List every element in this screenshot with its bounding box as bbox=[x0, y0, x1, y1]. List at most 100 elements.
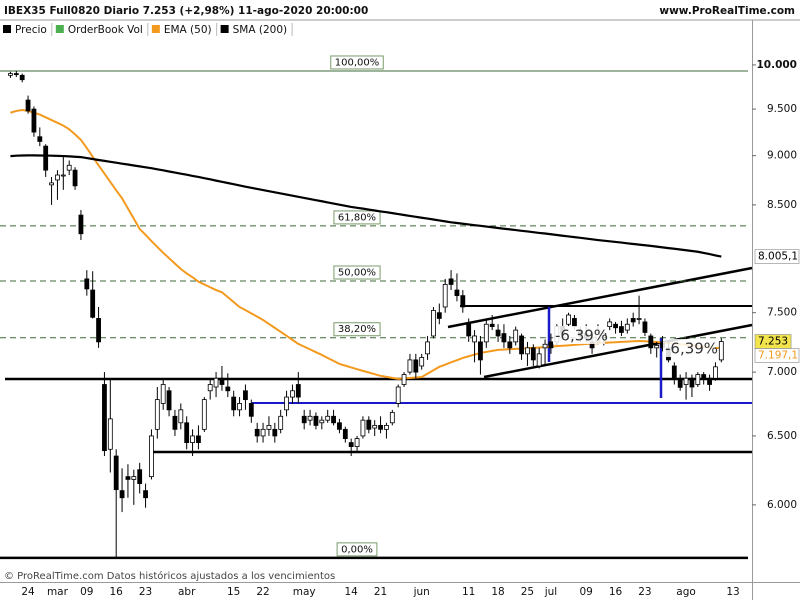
candle-body bbox=[384, 425, 389, 430]
candle-body bbox=[671, 365, 677, 379]
candle-body bbox=[137, 469, 143, 485]
candle-body bbox=[613, 323, 618, 329]
channel-lower bbox=[483, 323, 753, 379]
candle-body bbox=[178, 409, 184, 424]
candle-body bbox=[425, 341, 430, 355]
candle-body bbox=[378, 425, 383, 430]
candle-body bbox=[260, 428, 266, 437]
candle-body bbox=[342, 428, 348, 439]
last-value-label: 7.253 bbox=[758, 336, 788, 348]
candle-body bbox=[701, 374, 707, 379]
x-tick-label: 25 bbox=[521, 586, 534, 598]
candle-body bbox=[436, 312, 442, 319]
candle-body bbox=[454, 289, 460, 297]
candle-body bbox=[513, 329, 519, 343]
x-tick-label: 09 bbox=[80, 586, 93, 598]
candle-body bbox=[8, 73, 13, 76]
candle-body bbox=[501, 333, 507, 343]
x-tick-label: 18 bbox=[491, 586, 504, 598]
y-tick-label: 9.500 bbox=[767, 103, 797, 115]
candle-body bbox=[154, 399, 160, 430]
x-tick-label: ago bbox=[676, 586, 696, 598]
fib-label-box bbox=[333, 265, 381, 280]
last-value-box bbox=[754, 249, 800, 264]
legend-swatch bbox=[55, 25, 64, 33]
fib-label: 61,80% bbox=[338, 212, 376, 223]
candle-body bbox=[243, 390, 248, 401]
x-tick-label: 22 bbox=[256, 586, 269, 598]
candle-body bbox=[348, 442, 354, 448]
candle-body bbox=[472, 335, 477, 343]
fib-label: 100,00% bbox=[335, 57, 380, 68]
candle-body bbox=[319, 419, 325, 424]
x-tick-label: may bbox=[293, 586, 316, 598]
candle-body bbox=[31, 108, 37, 133]
candle-body bbox=[237, 403, 242, 411]
candle-body bbox=[519, 335, 524, 355]
candle-body bbox=[113, 455, 119, 491]
candle-body bbox=[248, 403, 254, 417]
x-tick-label: 09 bbox=[580, 586, 593, 598]
annotation: -6,39% bbox=[555, 327, 608, 345]
fib-label: 50,00% bbox=[338, 268, 376, 279]
candle-body bbox=[66, 164, 72, 171]
candle-body bbox=[525, 347, 530, 355]
y-tick-label: 9.000 bbox=[767, 150, 797, 162]
x-tick-label: 15 bbox=[227, 586, 240, 598]
candle-body bbox=[566, 314, 571, 325]
candle-body bbox=[307, 415, 313, 421]
candle-body bbox=[19, 74, 25, 81]
fib-label-box bbox=[333, 210, 381, 225]
candle-body bbox=[325, 415, 331, 421]
y-tick-label: 8.500 bbox=[767, 199, 797, 211]
candle-body bbox=[695, 374, 701, 385]
candle-body bbox=[78, 214, 84, 235]
candle-body bbox=[60, 174, 66, 177]
candle-body bbox=[530, 347, 536, 361]
candle-body bbox=[478, 341, 483, 361]
candle-body bbox=[72, 169, 78, 187]
candle-body bbox=[284, 396, 289, 411]
legend-label: SMA (200) bbox=[233, 24, 287, 36]
candle-body bbox=[507, 341, 513, 349]
candle-body bbox=[190, 435, 195, 443]
candle-body bbox=[331, 415, 336, 424]
candle-body bbox=[360, 419, 366, 437]
candle-body bbox=[313, 415, 319, 426]
x-tick-label: mar bbox=[47, 586, 69, 598]
candle-body bbox=[37, 136, 43, 142]
header: IBEX35 Full0820 Diario 7.253 (+2,98%) 11… bbox=[4, 5, 368, 17]
legend-swatch bbox=[220, 25, 229, 33]
annotation-box bbox=[553, 326, 605, 344]
candle-body bbox=[718, 341, 724, 361]
x-tick-label: 13 bbox=[726, 586, 739, 598]
x-tick-label: 16 bbox=[609, 586, 623, 598]
candle-body bbox=[149, 435, 154, 478]
annotation: -6,39% bbox=[665, 340, 718, 358]
x-tick-label: 23 bbox=[139, 586, 152, 598]
candle-body bbox=[354, 438, 360, 448]
candle-body bbox=[225, 386, 231, 392]
x-tick-label: abr bbox=[178, 586, 196, 598]
candle-body bbox=[102, 384, 107, 452]
y-tick-label: 7.000 bbox=[767, 366, 797, 378]
candle-body bbox=[642, 321, 648, 333]
footer: © ProRealTime.com Datos históricos ajust… bbox=[4, 570, 335, 582]
candle-body bbox=[466, 323, 472, 337]
legend-swatch bbox=[3, 25, 11, 33]
candle-body bbox=[395, 386, 401, 404]
y-tick-label: 10.000 bbox=[756, 59, 797, 71]
candle-body bbox=[278, 415, 284, 430]
candle-body bbox=[119, 490, 125, 499]
fib-label: 38,20% bbox=[338, 324, 376, 335]
x-tick-label: jul bbox=[544, 586, 558, 598]
fib-label: 0,00% bbox=[341, 544, 373, 555]
x-tick-label: 14 bbox=[345, 586, 359, 598]
candle-body bbox=[184, 422, 190, 443]
candle-body bbox=[49, 182, 54, 186]
fib-label-box bbox=[333, 322, 381, 337]
candle-body bbox=[43, 145, 49, 171]
candle-body bbox=[654, 345, 660, 349]
candle-body bbox=[401, 374, 407, 385]
